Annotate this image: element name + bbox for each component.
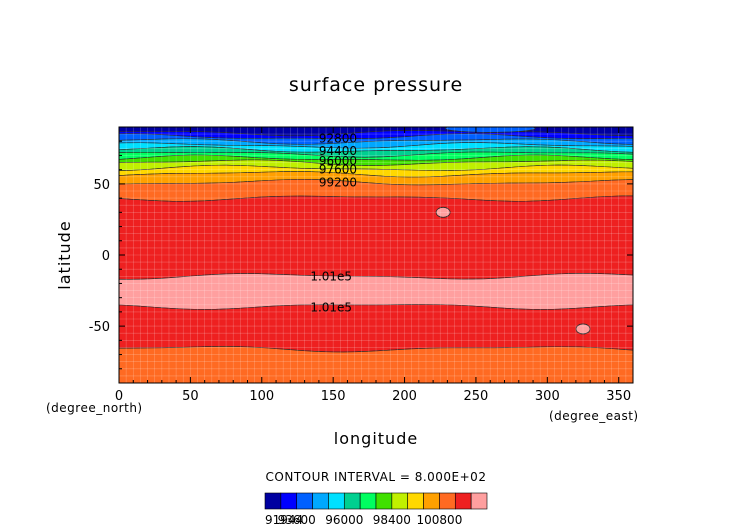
colorbar-cell-13 (470, 492, 488, 510)
colorbar-tick-label: 93600 (278, 513, 316, 527)
colorbar-tick-label: 96000 (325, 513, 363, 527)
x-tick-label: 100 (249, 389, 274, 404)
pressure-feature-layer (435, 127, 591, 335)
colorbar-cell-7 (375, 492, 393, 510)
x-axis: 0 50 100 150 200 250 300 350 (115, 127, 631, 404)
x-tick-label: 200 (392, 389, 417, 404)
y-tick-label: 50 (93, 178, 110, 193)
contour-label-0: 92800 (319, 131, 357, 145)
contour-interval-text: CONTOUR INTERVAL = 8.000E+02 (266, 470, 487, 484)
contour-label-6: 1.01e5 (310, 301, 352, 315)
contour-label-3: 97600 (319, 163, 357, 177)
y-axis-label: latitude (55, 220, 74, 289)
feature-high-spot-0 (435, 206, 451, 218)
colorbar-cell-8 (391, 492, 409, 510)
x-tick-label: 0 (115, 389, 123, 404)
contour-label-2: 96000 (319, 154, 357, 168)
colorbar-cell-5 (343, 492, 361, 510)
colorbar-cell-3 (312, 492, 329, 510)
contour-fill-layer (119, 127, 633, 383)
contour-label-1: 94400 (319, 144, 357, 158)
colorbar-cell-1 (280, 492, 298, 510)
contour-band-15 (119, 346, 633, 383)
colorbar (264, 492, 488, 510)
colorbar-cell-12 (454, 492, 472, 510)
x-tick-label: 150 (321, 389, 346, 404)
y-axis: -50 0 50 (89, 140, 633, 370)
feature-high-spot-1 (575, 323, 591, 335)
colorbar-cell-0 (264, 492, 282, 510)
colorbar-cell-6 (359, 492, 377, 510)
grid-lines (119, 127, 633, 383)
colorbar-tick-label: 91944 (265, 513, 303, 527)
colorbar-cell-2 (296, 492, 313, 510)
y-unit-label: (degree_north) (46, 401, 143, 415)
x-tick-label: 300 (535, 389, 560, 404)
x-tick-label: 50 (182, 389, 199, 404)
colorbar-cell-4 (328, 492, 345, 510)
x-axis-label: longitude (334, 429, 418, 448)
colorbar-tick-label: 100800 (417, 513, 463, 527)
x-unit-label: (degree_east) (549, 409, 639, 423)
x-tick-label: 250 (464, 389, 489, 404)
y-tick-label: 0 (102, 249, 110, 264)
contour-label-5: 1.01e5 (310, 269, 352, 283)
colorbar-cell-9 (407, 492, 424, 510)
colorbar-tick-label: 98400 (373, 513, 411, 527)
colorbar-cell-10 (423, 492, 440, 510)
y-tick-label: -50 (89, 320, 110, 335)
colorbar-cell-11 (439, 492, 456, 510)
chart-title: surface pressure (289, 74, 463, 96)
contour-label-4: 99200 (319, 175, 357, 189)
x-tick-label: 350 (606, 389, 631, 404)
feature-ridge-2 (444, 127, 536, 133)
